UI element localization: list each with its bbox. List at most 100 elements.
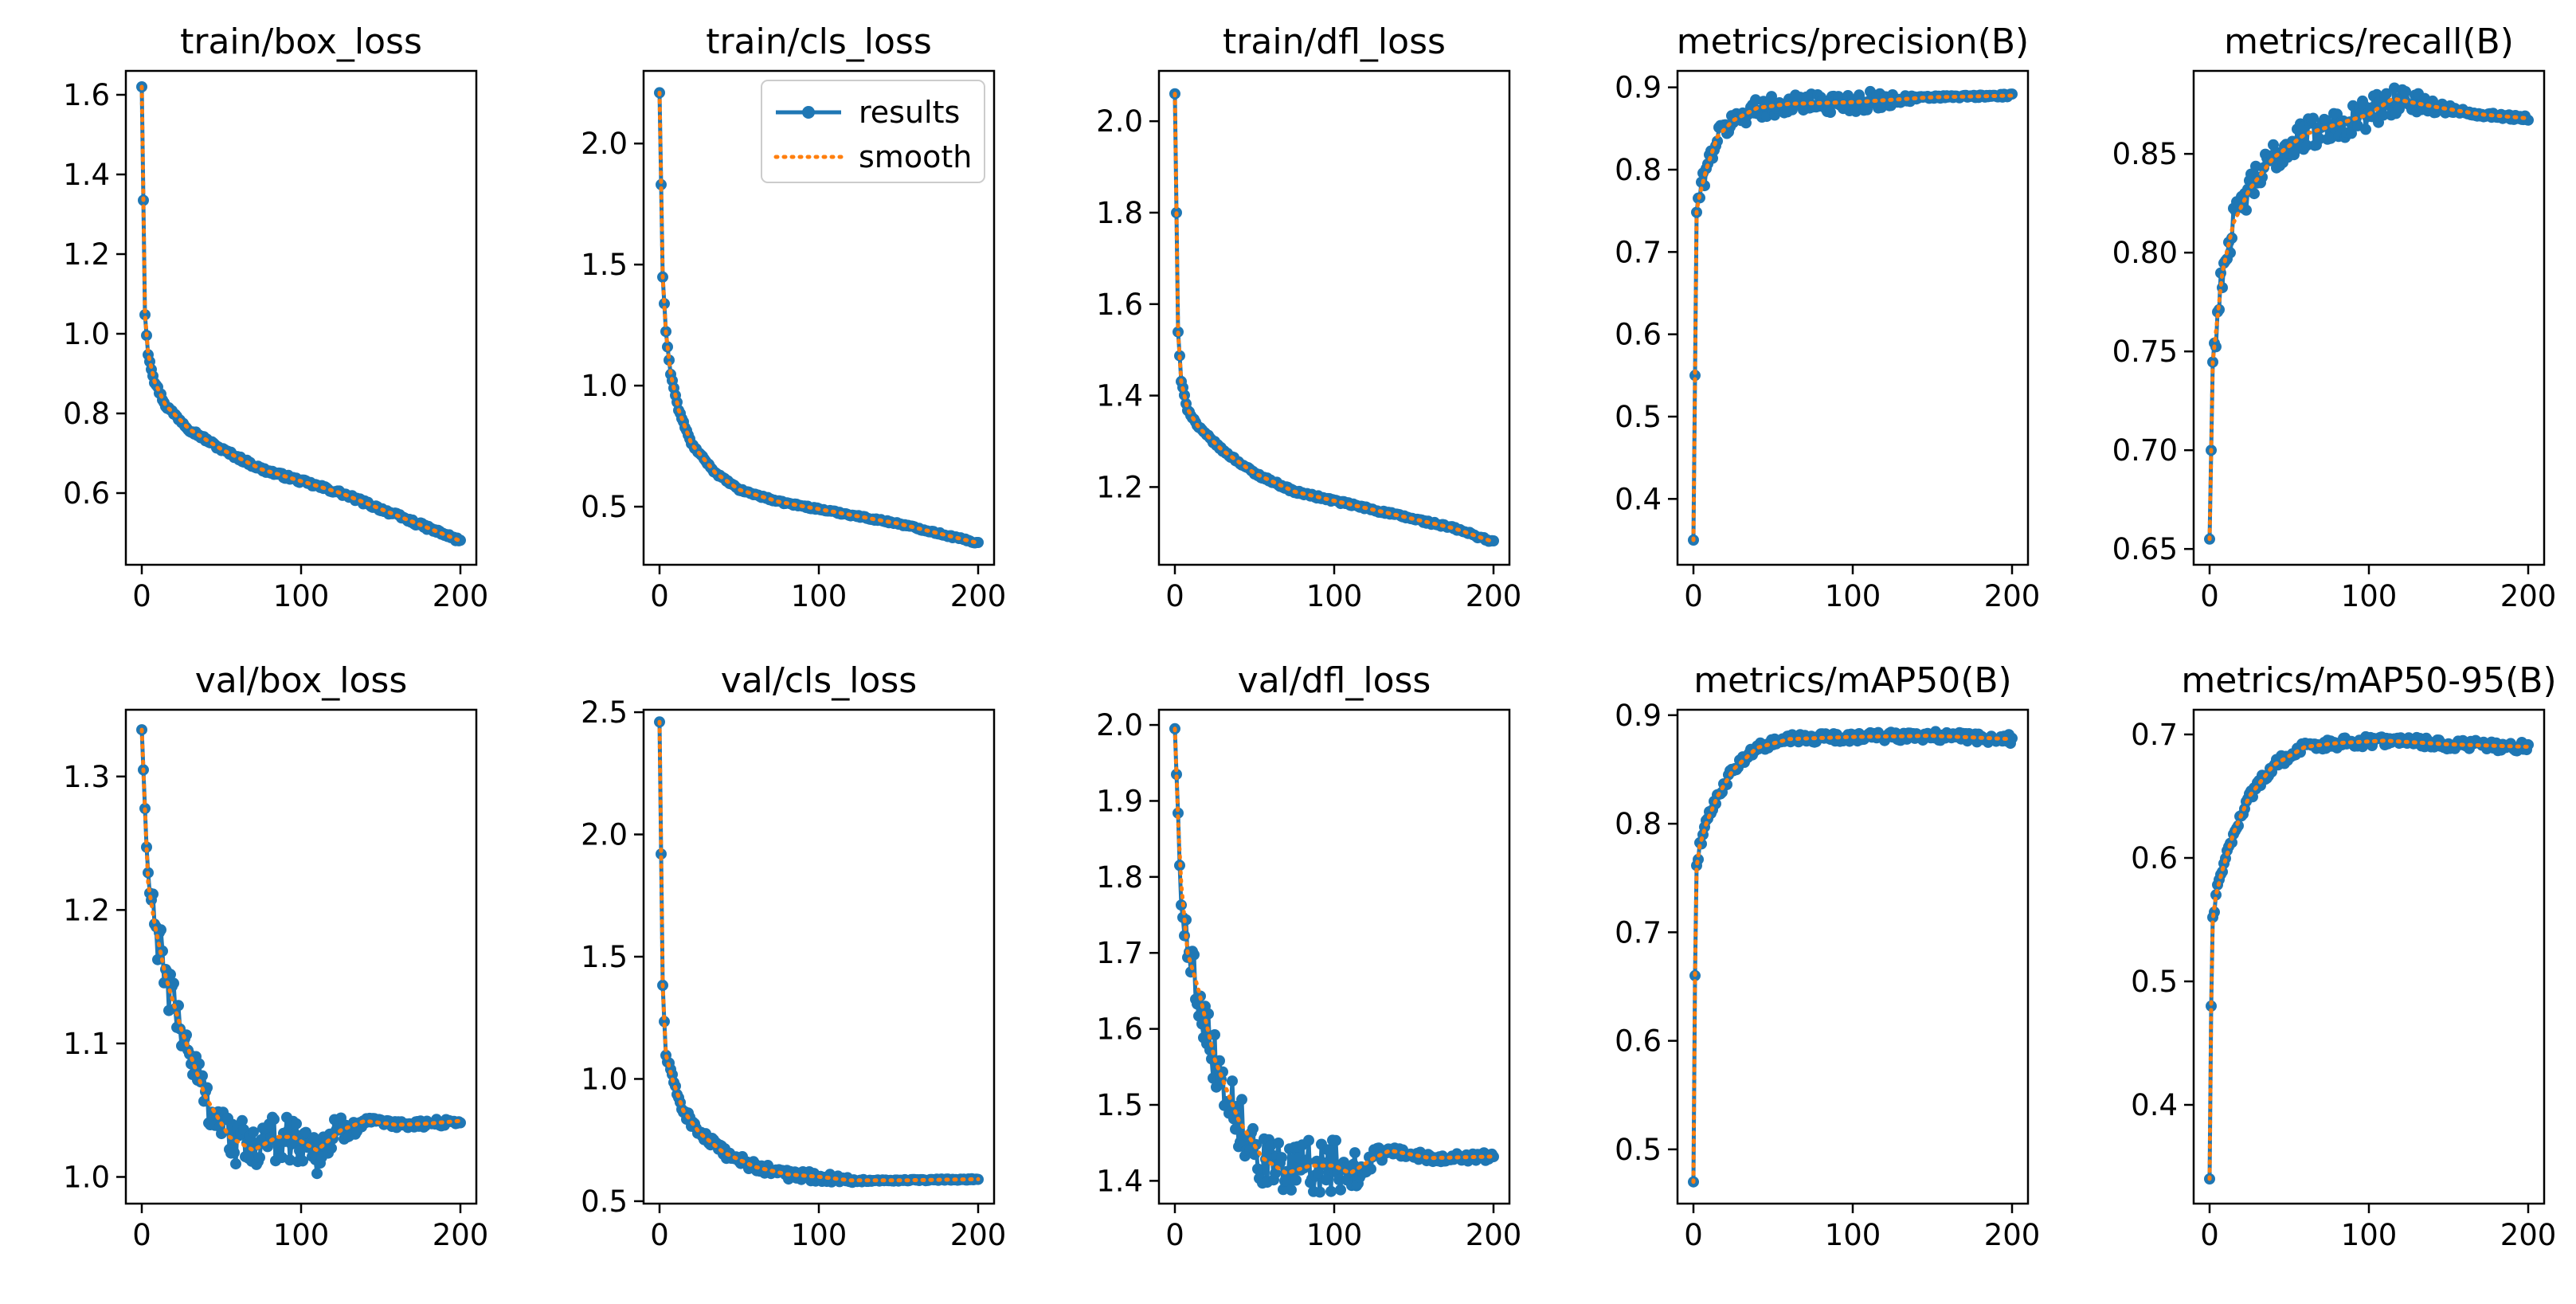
y-tick-label: 1.8: [1096, 196, 1143, 230]
data-point: [2523, 738, 2534, 750]
subplot-title: metrics/precision(B): [1677, 22, 2029, 62]
y-tick-label: 1.4: [1096, 1164, 1143, 1198]
results-markers: [2204, 82, 2534, 545]
subplot-title: metrics/recall(B): [2224, 22, 2514, 62]
subplot-title: train/box_loss: [180, 22, 422, 62]
y-tick-label: 0.5: [2131, 965, 2178, 999]
data-point: [1286, 1184, 1297, 1196]
x-tick-label: 200: [1466, 1218, 1522, 1252]
data-point: [268, 1114, 280, 1126]
x-tick-label: 0: [1165, 1218, 1184, 1252]
y-tick-label: 0.4: [2131, 1088, 2178, 1122]
y-tick-label: 1.2: [63, 893, 110, 927]
y-tick-label: 0.6: [63, 476, 110, 511]
y-tick-label: 0.7: [1615, 235, 1662, 269]
x-tick-label: 200: [1466, 579, 1522, 613]
data-point: [326, 1142, 337, 1154]
smooth-line: [1173, 726, 1496, 1176]
legend-results-marker: [802, 106, 815, 119]
smooth-line: [657, 719, 981, 1183]
data-point: [168, 977, 179, 989]
y-tick-label: 0.5: [1615, 400, 1662, 434]
results-line: [1691, 729, 2014, 1182]
data-point: [1324, 1145, 1335, 1157]
data-point: [1365, 1163, 1376, 1175]
subplot-title: val/dfl_loss: [1238, 660, 1431, 701]
smooth-line: [1691, 734, 2014, 1185]
x-tick-label: 100: [273, 579, 330, 613]
y-tick-label: 0.75: [2112, 335, 2178, 369]
data-point: [1302, 1155, 1313, 1167]
results-line: [139, 86, 461, 543]
smooth-line: [1691, 93, 2014, 542]
data-point: [229, 1147, 240, 1158]
x-tick-label: 100: [2341, 579, 2398, 613]
data-point: [973, 537, 984, 548]
subplot-train-dfl-loss: train/dfl_loss 0 100 200 1.2 1.4 1.6 1.8 2.0: [1096, 22, 1521, 613]
axes-frame: [1676, 69, 2030, 566]
results-markers: [136, 724, 466, 1180]
data-point: [1230, 1123, 1241, 1135]
data-point: [1214, 1055, 1225, 1067]
y-tick-label: 1.8: [1096, 860, 1143, 895]
data-point: [1188, 949, 1200, 961]
x-tick-label: 0: [132, 1218, 151, 1252]
x-tick-label: 0: [1165, 579, 1184, 613]
x-tick-label: 200: [2500, 1218, 2557, 1252]
data-point: [2241, 204, 2252, 216]
subplot-val-box-loss: val/box_loss 0 100 200 1.0 1.1 1.2 1.3: [63, 660, 488, 1252]
smooth-line: [1173, 92, 1496, 544]
data-point: [2346, 127, 2357, 139]
data-point: [152, 954, 163, 965]
data-point: [1333, 1173, 1345, 1185]
data-point: [1321, 1174, 1332, 1186]
data-point: [230, 1158, 241, 1170]
results-line: [1173, 728, 1496, 1194]
y-tick-label: 1.9: [1096, 784, 1143, 818]
x-tick-label: 0: [2200, 579, 2219, 613]
y-tick-label: 1.2: [1096, 470, 1143, 504]
subplot-title: val/cls_loss: [721, 660, 917, 701]
subplot-title: metrics/mAP50-95(B): [2181, 660, 2556, 701]
data-point: [1825, 107, 1836, 118]
results-line: [657, 722, 979, 1185]
smooth-line: [2207, 738, 2531, 1181]
legend: results smooth: [761, 80, 985, 183]
y-tick-label: 2.0: [1096, 104, 1143, 139]
x-tick-label: 100: [1306, 579, 1363, 613]
data-point: [1252, 1163, 1263, 1175]
x-tick-label: 100: [2341, 1218, 2398, 1252]
subplot-train-cls-loss: train/cls_loss 0 100 200 0.5 1.0 1.5 2.0 results…: [581, 22, 1006, 613]
data-point: [2268, 139, 2279, 151]
smooth-line: [139, 727, 463, 1153]
results-markers: [1688, 85, 2018, 546]
data-point: [165, 969, 176, 981]
subplot-metrics-map50-95-b-: metrics/mAP50-95(B) 0 100 200 0.4 0.5 0.6 0.7: [2131, 660, 2557, 1252]
y-tick-label: 1.0: [581, 369, 628, 403]
y-tick-label: 1.4: [1096, 379, 1143, 413]
data-point: [2394, 103, 2405, 115]
y-tick-label: 0.6: [2131, 841, 2178, 875]
data-point: [1290, 1174, 1302, 1186]
subplot-title: val/box_loss: [195, 660, 408, 701]
y-tick-label: 2.0: [581, 127, 628, 161]
y-tick-label: 1.0: [63, 317, 110, 351]
data-point: [1273, 1138, 1284, 1149]
y-tick-label: 0.7: [2131, 718, 2178, 752]
data-point: [197, 1070, 208, 1082]
data-point: [455, 535, 466, 546]
y-tick-label: 0.8: [1615, 807, 1662, 841]
x-tick-label: 100: [1306, 1218, 1363, 1252]
x-tick-label: 200: [2500, 579, 2557, 613]
y-tick-label: 0.9: [1615, 699, 1662, 733]
results-line: [1173, 93, 1494, 543]
axes-frame: [1157, 69, 1511, 566]
axes-frame: [2192, 708, 2546, 1205]
subplot-metrics-map50-b-: metrics/mAP50(B) 0 100 200 0.5 0.6 0.7 0.8 0.9: [1615, 660, 2040, 1252]
data-point: [2301, 139, 2312, 151]
x-tick-label: 200: [433, 579, 489, 613]
data-point: [2249, 188, 2260, 200]
data-point: [1314, 1186, 1325, 1198]
data-point: [2400, 86, 2411, 97]
